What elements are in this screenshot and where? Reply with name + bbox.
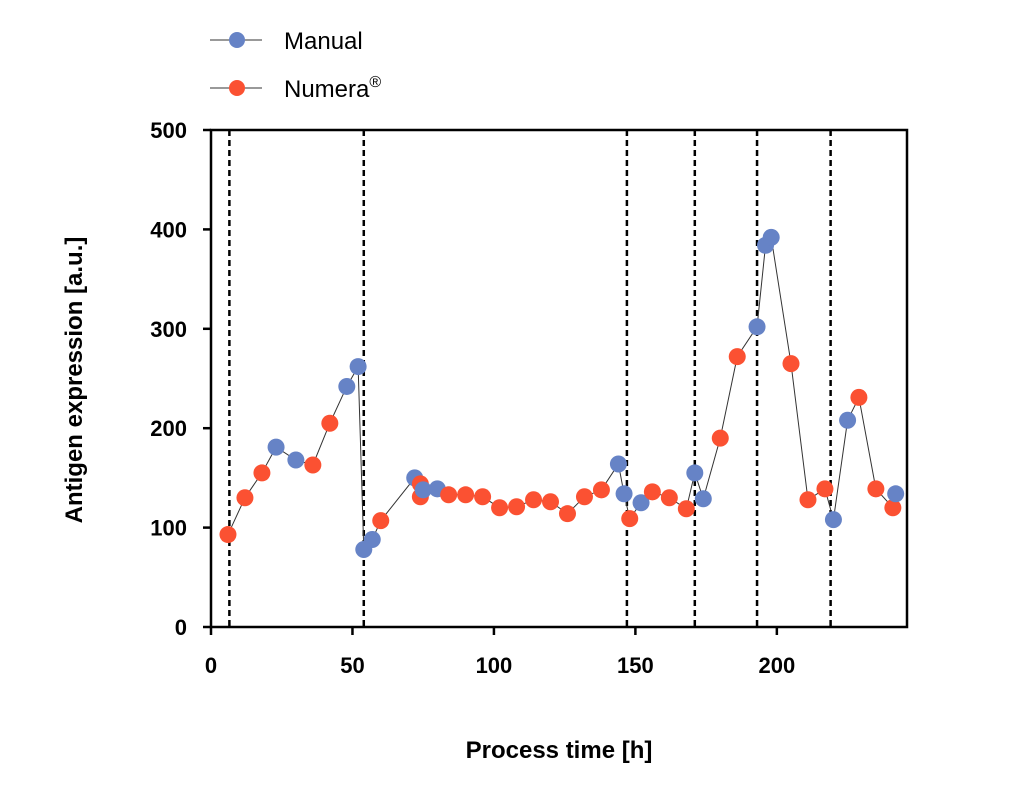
numera-point	[728, 348, 746, 366]
y-axis-label: Antigen expression [a.u.]	[61, 237, 88, 524]
numera-point	[474, 488, 492, 506]
numera-point	[660, 489, 678, 507]
numera-point	[253, 464, 271, 482]
numera-point	[491, 499, 509, 517]
numera-point	[440, 486, 458, 504]
manual-point	[615, 485, 633, 503]
manual-point	[824, 511, 842, 529]
numera-point	[236, 489, 254, 507]
manual-point	[287, 451, 305, 469]
numera-point	[782, 355, 800, 373]
numera-point	[525, 491, 543, 509]
numera-point	[457, 486, 475, 504]
x-tick-label: 200	[758, 653, 795, 678]
numera-point	[850, 388, 868, 406]
numera-point	[867, 480, 885, 498]
x-tick-label: 0	[205, 653, 217, 678]
numera-point	[219, 526, 237, 544]
manual-point	[609, 455, 627, 473]
y-tick-label: 400	[150, 217, 187, 242]
x-tick-label: 100	[476, 653, 513, 678]
legend-label-numera-text: Numera	[284, 76, 370, 103]
manual-point	[632, 494, 650, 512]
manual-point	[686, 464, 704, 482]
numera-point	[558, 505, 576, 523]
numera-point	[621, 510, 639, 528]
manual-point	[363, 531, 381, 549]
legend-label-numera-sup: ®	[369, 74, 381, 91]
manual-point	[839, 411, 857, 429]
numera-point	[304, 456, 322, 474]
manual-point	[887, 485, 905, 503]
x-tick-label: 50	[340, 653, 364, 678]
numera-point	[542, 493, 560, 511]
connecting-line	[227, 236, 897, 551]
y-tick-label: 300	[150, 317, 187, 342]
legend-marker-numera	[229, 80, 245, 96]
legend-label-numera: Numera®	[284, 74, 381, 103]
y-tick-label: 0	[175, 615, 187, 640]
y-tick-label: 200	[150, 416, 187, 441]
numera-point	[508, 498, 526, 516]
numera-point	[321, 414, 339, 432]
numera-point	[677, 500, 695, 518]
x-tick-label: 150	[617, 653, 654, 678]
numera-point	[816, 480, 834, 498]
legend-label-manual: Manual	[284, 28, 363, 55]
manual-point	[267, 438, 285, 456]
numera-point	[592, 481, 610, 499]
numera-point	[575, 488, 593, 506]
manual-point	[414, 481, 432, 499]
manual-point	[349, 358, 367, 376]
numera-point	[799, 491, 817, 509]
x-axis-label: Process time [h]	[466, 737, 653, 764]
y-tick-label: 100	[150, 516, 187, 541]
manual-point	[338, 377, 356, 395]
y-tick-label: 500	[150, 118, 187, 143]
numera-point	[711, 429, 729, 447]
manual-point	[762, 228, 780, 246]
legend: Manual Numera®	[210, 28, 381, 103]
numera-point	[372, 512, 390, 530]
legend-marker-manual	[229, 32, 245, 48]
numera-point	[643, 483, 661, 501]
manual-point	[694, 490, 712, 508]
numera-point	[884, 499, 902, 517]
plot-frame	[209, 128, 909, 629]
manual-point	[748, 318, 766, 336]
